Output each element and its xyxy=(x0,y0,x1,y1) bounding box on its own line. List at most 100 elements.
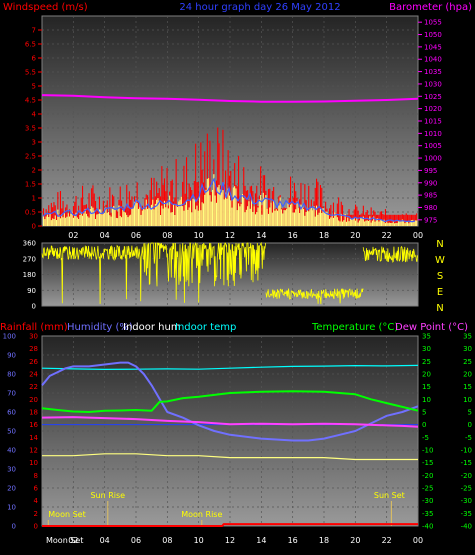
speed-bar xyxy=(195,209,197,226)
wind-x-tick-label: 00 xyxy=(413,231,423,240)
barometer-line xyxy=(41,94,419,103)
barometer-tick-label: 1020 xyxy=(424,105,442,113)
speed-bar xyxy=(215,202,217,226)
compass-label: E xyxy=(437,287,443,298)
speed-bar xyxy=(137,208,139,226)
speed-bar xyxy=(204,194,206,226)
speed-bar xyxy=(214,195,216,226)
windspeed-tick-label: 0.5 xyxy=(25,209,36,217)
speed-bar xyxy=(140,214,142,226)
speed-bar xyxy=(388,222,390,226)
gust-bar xyxy=(48,205,50,226)
dewpoint-tick-label: 15 xyxy=(463,383,472,391)
legend-entry: Indoor hum xyxy=(123,322,181,333)
speed-bar xyxy=(266,208,268,226)
dewpoint-tick-label: -10 xyxy=(461,447,472,455)
windspeed-tick-label: 6.5 xyxy=(25,41,36,49)
speed-bar xyxy=(87,216,89,226)
speed-bar xyxy=(161,205,163,226)
gust-bar xyxy=(295,191,297,226)
gust-bar xyxy=(217,127,219,226)
windspeed-tick-label: 3.5 xyxy=(25,125,36,133)
gust-bar xyxy=(188,183,190,226)
speed-bar xyxy=(131,208,133,226)
gust-bar xyxy=(290,176,292,226)
gust-bar xyxy=(358,214,360,226)
gust-bar xyxy=(80,197,82,226)
speed-bar xyxy=(206,178,208,226)
wind-x-tick-label: 10 xyxy=(194,231,204,240)
dewpoint-tick-label: 10 xyxy=(463,396,472,404)
speed-bar xyxy=(256,212,258,226)
gust-bar xyxy=(405,213,407,226)
legend-entry: Dew Point (°C) xyxy=(395,322,468,333)
speed-bar xyxy=(93,210,95,226)
barometer-tick-label: 1030 xyxy=(424,80,442,88)
speed-bar xyxy=(126,214,128,226)
direction-traces xyxy=(41,241,418,305)
gust-bar xyxy=(348,209,350,226)
speed-bar xyxy=(188,207,190,226)
speed-bar xyxy=(98,209,100,226)
speed-bar xyxy=(212,189,214,226)
windspeed-tick-label: 2.5 xyxy=(25,153,36,161)
event-label: Sun Set xyxy=(374,491,405,500)
gust-bar xyxy=(404,214,406,226)
speed-bar xyxy=(240,203,242,226)
speed-bar xyxy=(122,209,124,226)
gust-bar xyxy=(370,207,372,226)
gust-bar xyxy=(197,182,199,226)
temperature-tick-label: 0 xyxy=(422,421,426,429)
gust-bar xyxy=(127,207,129,226)
speed-bar xyxy=(226,198,228,226)
speed-bar xyxy=(243,197,245,226)
speed-bar xyxy=(219,189,221,226)
speed-bar xyxy=(291,203,293,226)
speed-bar xyxy=(228,195,230,226)
speed-bar xyxy=(409,220,411,226)
speed-bar xyxy=(132,208,134,226)
speed-bar xyxy=(58,215,60,226)
gust-bar xyxy=(316,178,318,226)
speed-bar xyxy=(235,188,237,226)
gust-bar xyxy=(271,191,273,226)
speed-bar xyxy=(70,213,72,226)
speed-bar xyxy=(53,219,55,226)
gust-bar xyxy=(252,191,254,226)
speed-bar xyxy=(85,213,87,226)
speed-bar xyxy=(231,207,233,226)
speed-bar xyxy=(123,211,125,226)
temp-x-tick-label: 14 xyxy=(256,536,266,545)
gust-bar xyxy=(409,214,411,226)
speed-bar xyxy=(335,213,337,226)
windspeed-tick-label: 5 xyxy=(32,83,36,91)
temperature-tick-label: 5 xyxy=(422,409,426,417)
speed-bar xyxy=(254,214,256,226)
speed-bar xyxy=(106,212,108,226)
gust-bar xyxy=(65,207,67,226)
speed-bar xyxy=(358,220,360,226)
temp-x-tick-label: 02 xyxy=(68,536,78,545)
speed-bar xyxy=(59,218,61,226)
speed-bar xyxy=(105,207,107,226)
speed-bar xyxy=(269,207,271,226)
gust-bar xyxy=(384,209,386,226)
speed-bar xyxy=(149,207,151,226)
speed-bar xyxy=(201,202,203,226)
speed-bar xyxy=(366,220,368,226)
speed-bar xyxy=(413,220,415,226)
gust-bar xyxy=(66,204,68,226)
speed-bar xyxy=(343,220,345,226)
speed-bar xyxy=(82,215,84,226)
speed-bar xyxy=(339,221,341,226)
gust-bar xyxy=(150,177,152,226)
humidity-tick-label: 70 xyxy=(7,390,16,398)
dewpoint-tick-label: -20 xyxy=(461,472,472,480)
barometer-tick-label: 1000 xyxy=(424,155,442,163)
bottom-moon-label: Moon Set xyxy=(46,536,83,545)
speed-bar xyxy=(399,221,401,226)
speed-bar xyxy=(384,223,386,226)
speed-bar xyxy=(108,212,110,226)
gust-bar xyxy=(267,189,269,226)
speed-bar xyxy=(113,205,115,226)
